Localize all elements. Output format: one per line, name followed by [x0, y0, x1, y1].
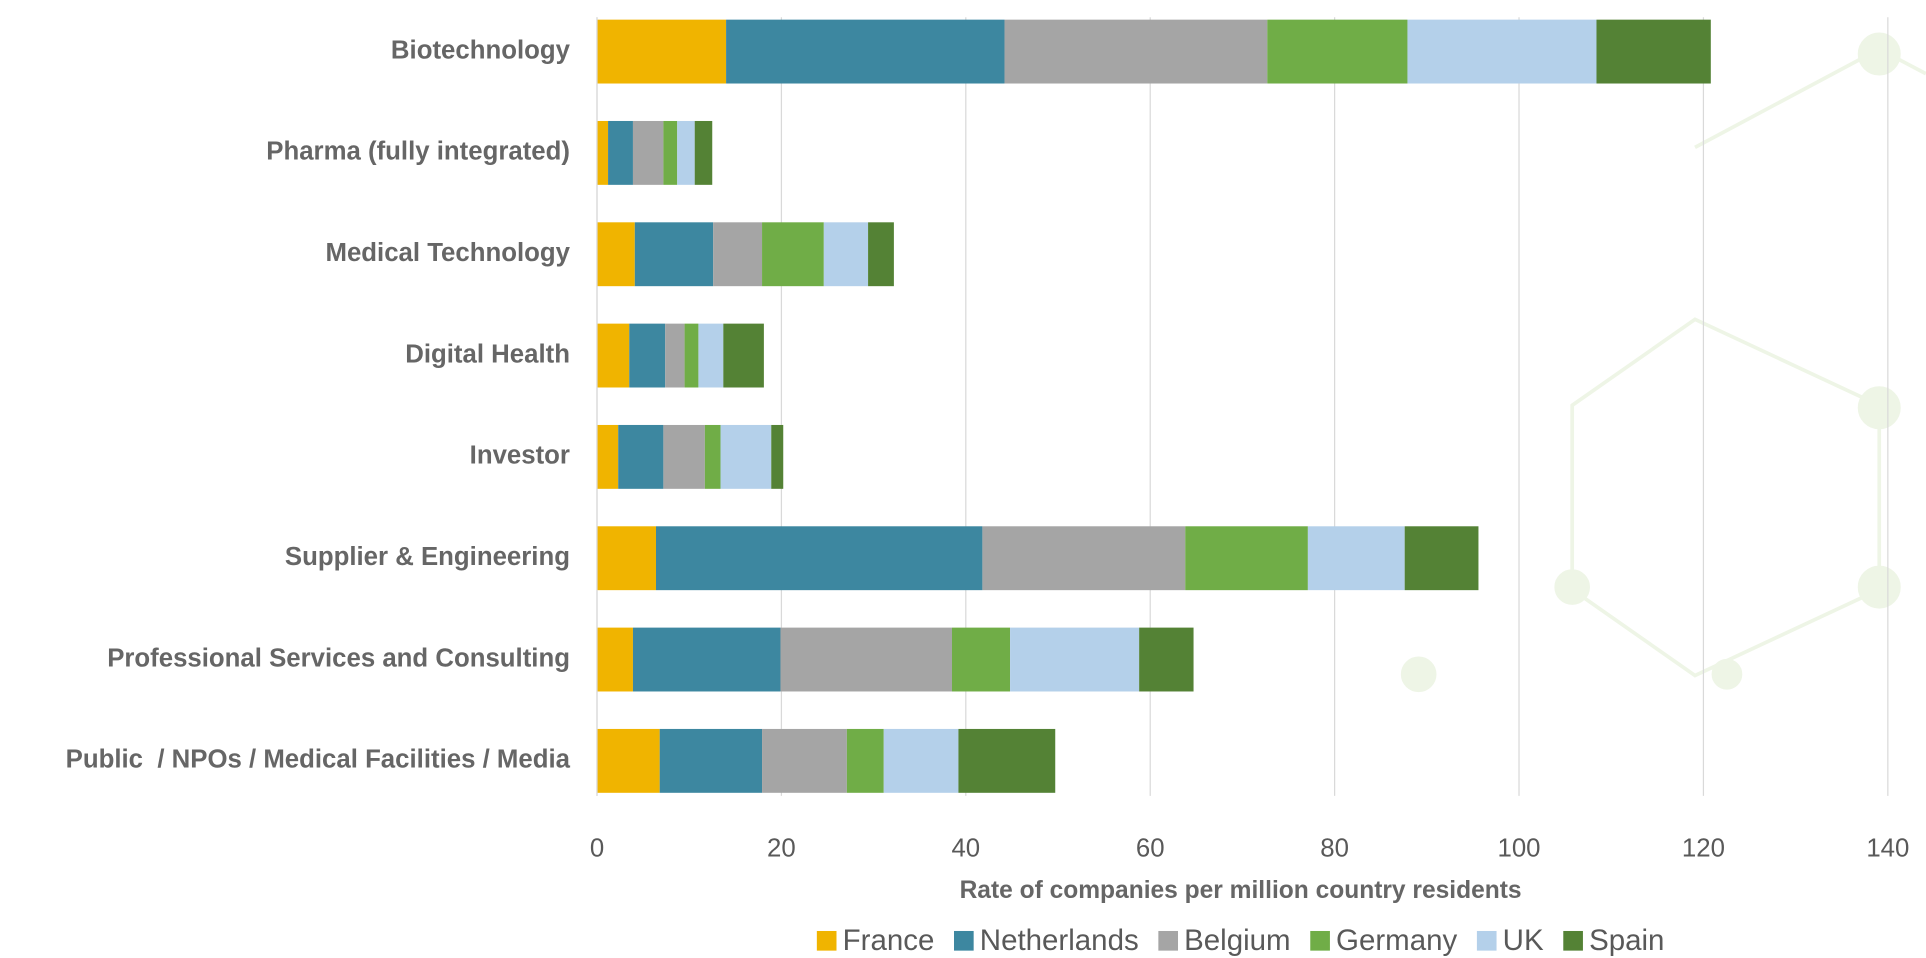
bar-segment — [726, 19, 1005, 84]
bar-segment — [762, 222, 824, 287]
x-tick-label: 80 — [1320, 835, 1349, 863]
bar-segment — [677, 120, 695, 185]
bar-segment — [1404, 526, 1479, 591]
legend-swatch — [1476, 930, 1497, 951]
bar-segment — [951, 627, 1011, 692]
bar-segment — [1139, 627, 1194, 692]
y-tick-label: Investor — [470, 442, 570, 470]
bar-segment — [596, 526, 657, 591]
bar-segment — [596, 424, 619, 489]
bar-segment — [771, 424, 784, 489]
bar-segment — [762, 728, 847, 793]
bar-segment — [1596, 19, 1711, 84]
x-tick-label: 40 — [951, 835, 980, 863]
bar-segment — [1185, 526, 1308, 591]
x-tick-label: 60 — [1136, 835, 1165, 863]
bar-segment — [596, 627, 633, 692]
legend-swatch — [954, 930, 974, 951]
legend-label: Spain — [1589, 924, 1664, 957]
y-tick-label: Supplier & Engineering — [285, 543, 570, 571]
bar-segment — [629, 323, 666, 388]
x-tick-label: 20 — [767, 835, 796, 863]
bar-segment — [698, 323, 724, 388]
bar-segment — [1307, 526, 1405, 591]
bar-segment — [663, 120, 678, 185]
bar-segment — [780, 627, 952, 692]
x-tick-label: 0 — [590, 835, 604, 863]
legend-swatch — [816, 930, 837, 951]
bar-segment — [704, 424, 721, 489]
bar-segment — [634, 222, 714, 287]
background-decoration — [1400, 32, 1926, 693]
legend-swatch — [1158, 930, 1179, 951]
y-tick-label: Digital Health — [405, 340, 570, 368]
bar-segment — [596, 323, 630, 388]
x-tick-label: 120 — [1682, 835, 1725, 863]
bar-segment — [663, 424, 705, 489]
bar-segment — [694, 120, 713, 185]
bar-segment — [684, 323, 699, 388]
bar-segment — [846, 728, 884, 793]
bar-segment — [632, 120, 664, 185]
bar-segment — [713, 222, 763, 287]
legend-label: Germany — [1336, 924, 1457, 957]
bar-segment — [982, 526, 1186, 591]
legend-label: France — [843, 924, 935, 957]
bar-segment — [596, 728, 660, 793]
bar-segment — [823, 222, 869, 287]
bar-segment — [1267, 19, 1408, 84]
legend-label: Netherlands — [980, 924, 1139, 957]
bar-segment — [596, 222, 635, 287]
legend-label: Belgium — [1184, 924, 1290, 957]
x-tick-label: 100 — [1498, 835, 1541, 863]
bar-segment — [958, 728, 1056, 793]
bar-segment — [596, 120, 609, 185]
bar-segment — [596, 19, 727, 84]
bar-segment — [1407, 19, 1597, 84]
bar-segment — [1004, 19, 1268, 84]
x-tick-label: 140 — [1866, 835, 1909, 863]
x-axis-title: Rate of companies per million country re… — [960, 877, 1522, 904]
y-tick-label: Pharma (fully integrated) — [266, 138, 570, 166]
bar-segment — [608, 120, 633, 185]
y-tick-label: Biotechnology — [391, 36, 571, 64]
y-tick-label: Public / NPOs / Medical Facilities / Med… — [66, 746, 571, 774]
bar-segment — [665, 323, 685, 388]
bar-segment — [720, 424, 772, 489]
legend-label: UK — [1503, 924, 1544, 957]
bar-segment — [618, 424, 664, 489]
legend-swatch — [1563, 930, 1583, 951]
bar-segment — [883, 728, 959, 793]
legend-swatch — [1310, 930, 1330, 951]
bar-segment — [656, 526, 983, 591]
y-tick-label: Professional Services and Consulting — [107, 644, 570, 672]
bar-segment — [1010, 627, 1140, 692]
bar-segment — [868, 222, 894, 287]
y-tick-label: Medical Technology — [325, 239, 570, 267]
bar-segment — [659, 728, 763, 793]
bar-segment — [723, 323, 764, 388]
bar-segment — [632, 627, 781, 692]
